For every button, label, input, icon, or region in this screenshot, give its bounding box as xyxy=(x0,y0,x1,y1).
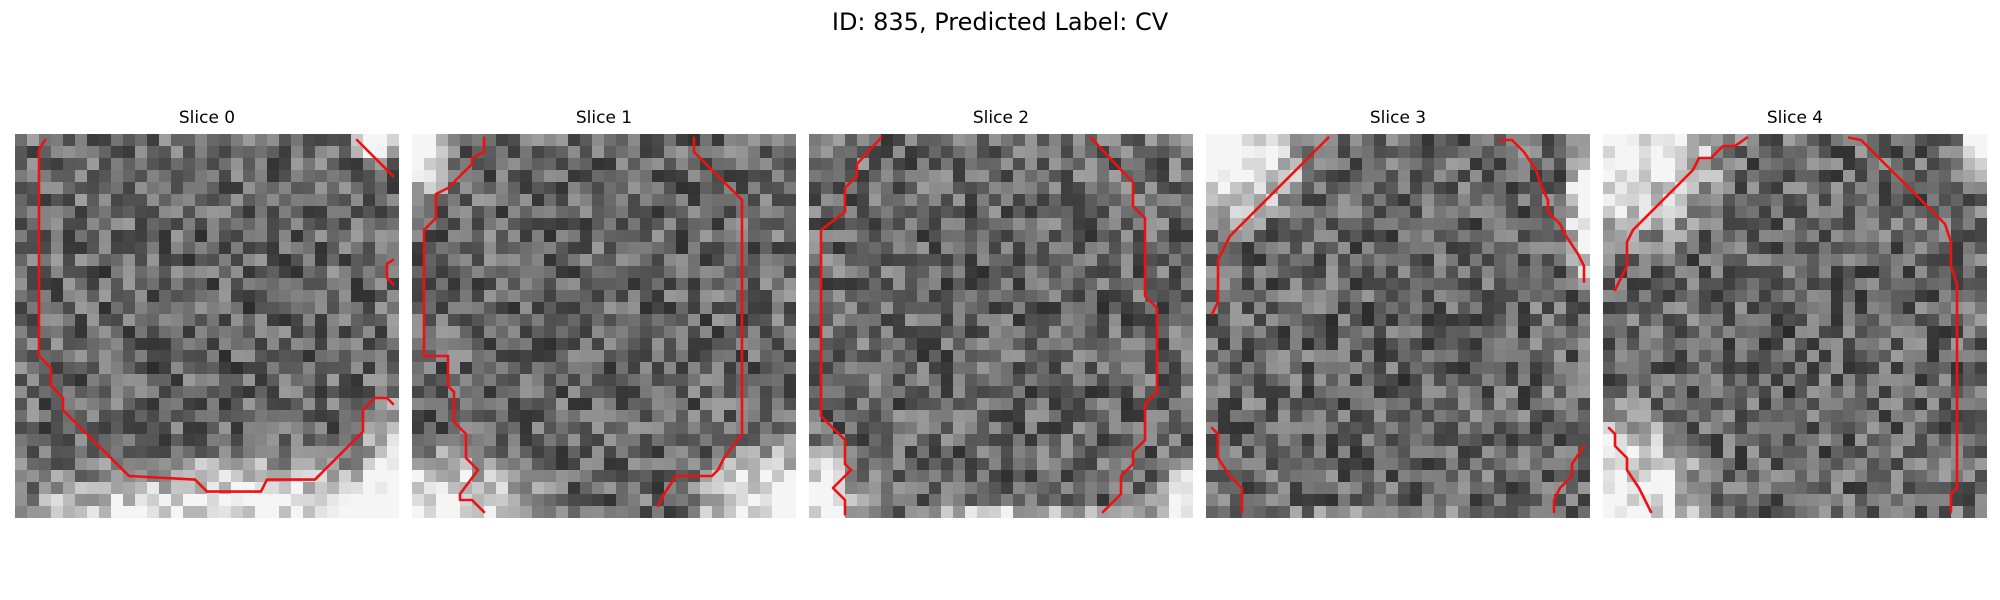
slice-1-pixels xyxy=(412,134,796,518)
slice-2-contour-0 xyxy=(819,136,883,516)
slice-0-contour-1 xyxy=(355,138,395,178)
slice-panel-1: Slice 1 xyxy=(412,106,796,520)
slice-panel-4: Slice 4 xyxy=(1603,106,1987,520)
slice-2-contour-1 xyxy=(1089,136,1159,514)
slice-4-pixels xyxy=(1603,134,1987,518)
slice-image-0 xyxy=(15,134,399,518)
slice-3-contour-2 xyxy=(1210,426,1244,514)
slice-0-contour-2 xyxy=(385,258,395,286)
slice-3-contour-1 xyxy=(1498,138,1586,283)
slice-image-1 xyxy=(412,134,796,518)
slice-1-svg xyxy=(412,134,796,518)
slice-title-0: Slice 0 xyxy=(178,108,236,128)
slice-1-contour-0 xyxy=(422,136,486,514)
slice-image-3 xyxy=(1206,134,1590,518)
slice-title-3: Slice 3 xyxy=(1369,108,1427,128)
slice-0-contour-0 xyxy=(37,138,395,493)
slice-3-contour-3 xyxy=(1552,444,1586,514)
slice-panel-3: Slice 3 xyxy=(1206,106,1590,520)
slice-2-pixels xyxy=(809,134,1193,518)
slice-2-svg xyxy=(809,134,1193,518)
slice-panel-0: Slice 0 xyxy=(15,106,399,520)
slice-title-2: Slice 2 xyxy=(972,108,1030,128)
slice-0-svg xyxy=(15,134,399,518)
slice-4-contours xyxy=(1607,136,1959,514)
slice-0-contours xyxy=(37,138,395,493)
slice-image-2 xyxy=(809,134,1193,518)
slice-title-1: Slice 1 xyxy=(575,108,633,128)
slice-title-4: Slice 4 xyxy=(1766,108,1824,128)
slice-3-pixels xyxy=(1206,134,1590,518)
figure-title: ID: 835, Predicted Label: CV xyxy=(831,8,1169,36)
slice-0-pixels xyxy=(15,134,399,518)
slice-3-svg xyxy=(1206,134,1590,518)
slice-panel-2: Slice 2 xyxy=(809,106,1193,520)
slice-3-contour-0 xyxy=(1210,136,1330,316)
slice-1-contours xyxy=(422,136,744,514)
slice-1-contour-1 xyxy=(656,136,744,508)
slice-4-contour-1 xyxy=(1847,136,1959,514)
slice-4-contour-2 xyxy=(1607,426,1653,514)
slice-2-contours xyxy=(819,136,1159,516)
slice-4-contour-0 xyxy=(1613,136,1749,292)
slice-3-contours xyxy=(1210,136,1586,514)
slice-4-svg xyxy=(1603,134,1987,518)
slice-image-4 xyxy=(1603,134,1987,518)
